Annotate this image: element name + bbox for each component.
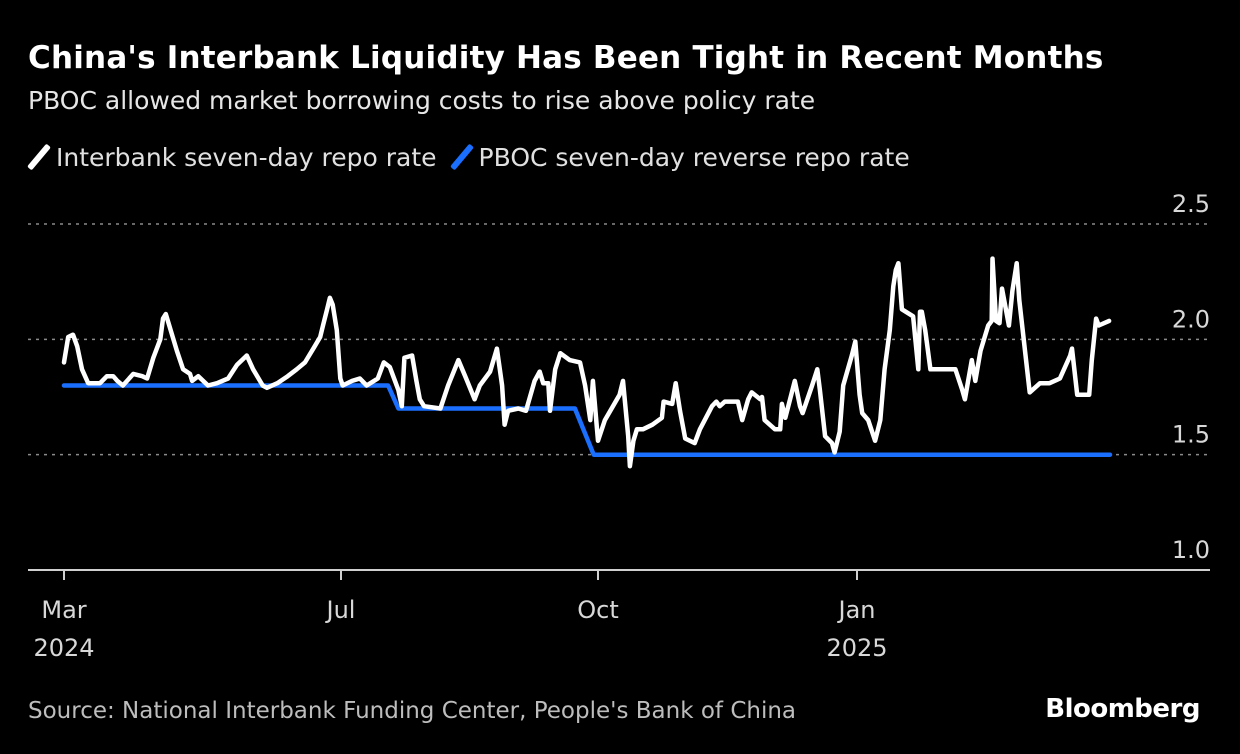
series-line-interbank-repo <box>61 256 1112 469</box>
legend: Interbank seven-day repo rate PBOC seven… <box>27 142 924 172</box>
chart-subtitle: PBOC allowed market borrowing costs to r… <box>28 86 816 115</box>
y-tick-label: 1.0 <box>1172 536 1210 564</box>
y-tick-label: 1.5 <box>1172 421 1210 449</box>
x-tick-year: 2024 <box>33 634 94 662</box>
legend-item-pboc: PBOC seven-day reverse repo rate <box>449 142 910 172</box>
source-note: Source: National Interbank Funding Cente… <box>28 698 797 724</box>
x-tick-year: 2025 <box>826 634 887 662</box>
x-tick-label: Mar <box>41 596 86 624</box>
y-tick-label: 2.0 <box>1172 305 1210 333</box>
x-tick-label: Jul <box>325 596 356 624</box>
bloomberg-logo: Bloomberg <box>1045 694 1200 724</box>
legend-label: Interbank seven-day repo rate <box>56 142 437 172</box>
x-tick-label: Oct <box>577 596 619 624</box>
x-tick-label: Jan <box>837 596 876 624</box>
chart-title: China's Interbank Liquidity Has Been Tig… <box>28 40 1104 76</box>
y-tick-label: 2.5 <box>1172 190 1210 218</box>
series-line-pboc-reverse-repo <box>61 383 1113 457</box>
legend-item-interbank: Interbank seven-day repo rate <box>27 142 437 172</box>
legend-label: PBOC seven-day reverse repo rate <box>478 142 910 172</box>
